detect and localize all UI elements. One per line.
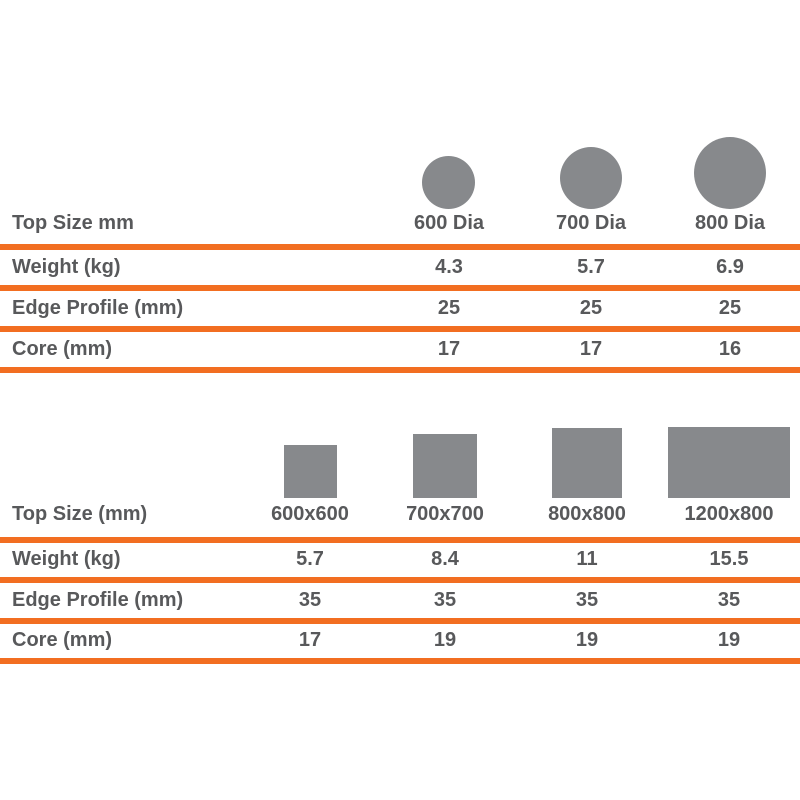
round-core-800: 16 — [718, 338, 742, 360]
square-edge-700x700: 35 — [433, 589, 457, 611]
round-edge-600: 25 — [437, 297, 461, 319]
round-edge-700: 25 — [579, 297, 603, 319]
square-edge-profile-label: Edge Profile (mm) — [12, 589, 184, 611]
round-core-label: Core (mm) — [12, 338, 113, 360]
square-col-header-1200x800: 1200x800 — [684, 503, 774, 525]
square-700x700-icon — [413, 434, 477, 498]
circle-700-dia-icon — [560, 147, 622, 209]
square-col-header-700x700: 700x700 — [406, 503, 484, 525]
square-edge-1200x800: 35 — [717, 589, 741, 611]
round-col-header-600-dia: 600 Dia — [413, 212, 485, 234]
square-core-1200x800: 19 — [717, 629, 741, 651]
round-weight-800: 6.9 — [716, 256, 744, 278]
square-top-size-header: Top Size (mm) — [12, 503, 148, 525]
circle-600-dia-icon — [422, 156, 475, 209]
square-col-header-800x800: 800x800 — [548, 503, 626, 525]
rect-1200x800-icon — [668, 427, 790, 498]
round-edge-profile-label: Edge Profile (mm) — [12, 297, 184, 319]
divider-line — [0, 285, 800, 291]
round-edge-800: 25 — [718, 297, 742, 319]
round-weight-600: 4.3 — [435, 256, 463, 278]
square-core-label: Core (mm) — [12, 629, 113, 651]
square-core-600x600: 17 — [298, 629, 322, 651]
divider-line — [0, 537, 800, 543]
square-weight-800x800: 11 — [576, 548, 598, 570]
circle-800-dia-icon — [694, 137, 766, 209]
round-col-header-700-dia: 700 Dia — [555, 212, 627, 234]
square-edge-600x600: 35 — [298, 589, 322, 611]
divider-line — [0, 244, 800, 250]
round-core-600: 17 — [437, 338, 461, 360]
divider-line — [0, 367, 800, 373]
square-weight-700x700: 8.4 — [431, 548, 459, 570]
square-col-header-600x600: 600x600 — [271, 503, 349, 525]
square-weight-label: Weight (kg) — [12, 548, 121, 570]
round-col-header-800-dia: 800 Dia — [694, 212, 766, 234]
divider-line — [0, 326, 800, 332]
square-600x600-icon — [284, 445, 337, 498]
round-core-700: 17 — [579, 338, 603, 360]
square-core-800x800: 19 — [575, 629, 599, 651]
divider-line — [0, 577, 800, 583]
square-core-700x700: 19 — [433, 629, 457, 651]
round-weight-label: Weight (kg) — [12, 256, 121, 278]
divider-line — [0, 618, 800, 624]
divider-line — [0, 658, 800, 664]
square-weight-600x600: 5.7 — [296, 548, 324, 570]
round-weight-700: 5.7 — [577, 256, 605, 278]
square-800x800-icon — [552, 428, 622, 498]
round-top-size-header: Top Size mm — [12, 212, 134, 234]
square-weight-1200x800: 15.5 — [709, 548, 749, 570]
square-edge-800x800: 35 — [575, 589, 599, 611]
